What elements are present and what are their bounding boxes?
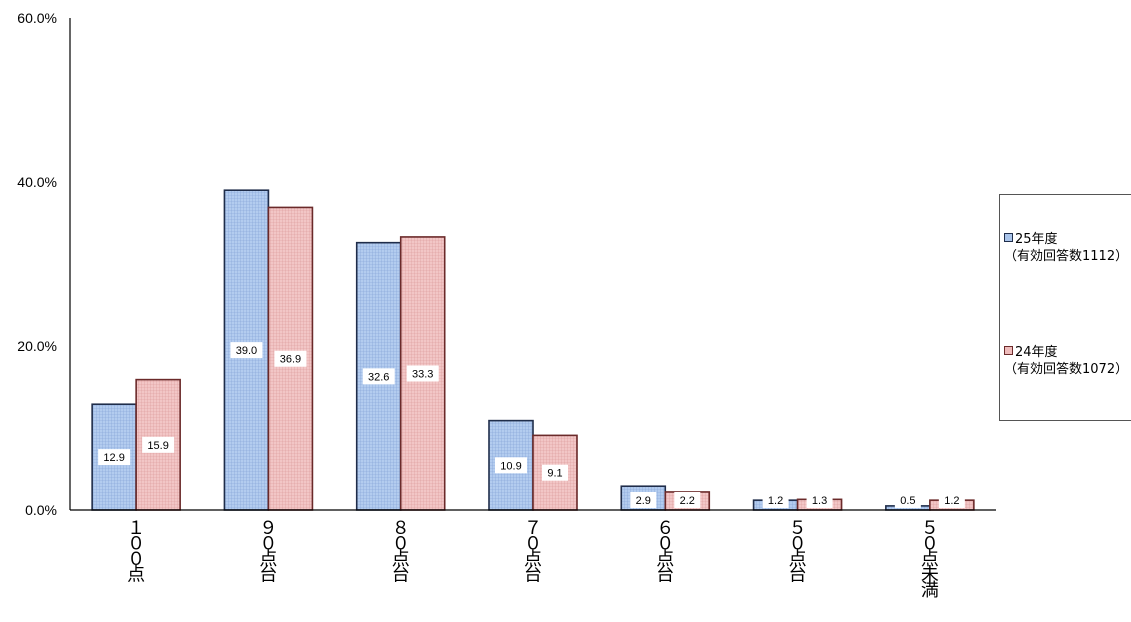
y-tick-label: 0.0%: [25, 502, 57, 518]
data-label-box: [230, 342, 263, 359]
x-category-label: ９０点台: [259, 518, 277, 586]
data-label-box: [630, 492, 657, 508]
data-label-text: 39.0: [236, 345, 257, 357]
data-label-box: [806, 492, 833, 508]
x-axis-categories: １００点 ９０点台 ８０点台 ７０点台 ６０点台 ５０点台 ５０点未満: [127, 518, 939, 601]
data-label-box: [762, 492, 789, 508]
x-category-label: ５０点未満: [921, 518, 939, 601]
data-label-text: 33.3: [412, 368, 433, 380]
x-category-label: ７０点台: [524, 518, 542, 586]
data-label: 2.9: [630, 492, 657, 508]
legend-sub-24: （有効回答数1072）: [1004, 362, 1129, 377]
data-label: 39.0: [230, 342, 263, 359]
data-label-text: 1.3: [812, 495, 827, 507]
data-label-box: [495, 457, 527, 474]
data-label-text: 36.9: [280, 354, 301, 366]
data-label-text: 12.9: [103, 452, 124, 464]
legend-item-25: 25年度 （有効回答数1112）: [1004, 231, 1128, 265]
data-label-box: [894, 492, 921, 508]
data-label-text: 0.5: [900, 495, 915, 507]
data-label-box: [98, 449, 131, 466]
legend-item-24: 24年度 （有効回答数1072）: [1004, 344, 1128, 378]
data-label-text: 2.9: [636, 495, 651, 507]
data-label-box: [362, 368, 395, 385]
data-label-box: [274, 350, 307, 367]
data-label: 2.2: [674, 492, 701, 508]
data-label-text: 10.9: [500, 460, 521, 472]
legend-sub-25: （有効回答数1112）: [1004, 249, 1129, 264]
data-label: 9.1: [542, 464, 568, 481]
legend-title-25: 25年度: [1015, 232, 1058, 247]
data-label-text: 1.2: [944, 495, 959, 507]
data-label-text: 15.9: [147, 440, 168, 452]
data-label: 0.5: [894, 492, 921, 508]
data-label-text: 1.2: [768, 495, 783, 507]
data-label: 36.9: [274, 350, 307, 367]
data-label: 33.3: [406, 365, 439, 382]
data-label-text: 32.6: [368, 371, 389, 383]
data-labels: 12.9 39.0 32.6 10.9 2.9 1.2 0.5 15.9 36.9 33.3 9.1…: [98, 342, 965, 508]
y-tick-label: 40.0%: [17, 174, 57, 190]
data-label: 12.9: [98, 449, 131, 466]
legend-title-24: 24年度: [1015, 345, 1058, 360]
x-category-label: ６０点台: [656, 518, 674, 586]
data-label: 1.2: [762, 492, 789, 508]
x-category-label: １００点: [127, 518, 145, 586]
y-tick-label: 60.0%: [17, 10, 57, 26]
y-tick-label: 20.0%: [17, 338, 57, 354]
data-label-box: [142, 436, 175, 453]
data-label-text: 9.1: [547, 468, 562, 480]
data-label-box: [938, 492, 965, 508]
data-label-box: [674, 492, 701, 508]
legend-swatch-24: [1004, 346, 1013, 355]
data-label: 1.2: [938, 492, 965, 508]
data-label-box: [542, 464, 568, 481]
data-label: 32.6: [362, 368, 395, 385]
legend: 25年度 （有効回答数1112） 24年度 （有効回答数1072）: [999, 194, 1131, 421]
data-label: 10.9: [495, 457, 527, 474]
data-label: 15.9: [142, 436, 175, 453]
data-label-box: [406, 365, 439, 382]
data-label: 1.3: [806, 492, 833, 508]
legend-swatch-25: [1004, 233, 1013, 242]
y-axis-ticks: 0.0% 20.0% 40.0% 60.0%: [17, 10, 57, 518]
data-label-text: 2.2: [680, 495, 695, 507]
x-category-label: ８０点台: [392, 518, 410, 586]
bars: [91, 189, 975, 511]
x-category-label: ５０点台: [789, 518, 807, 586]
